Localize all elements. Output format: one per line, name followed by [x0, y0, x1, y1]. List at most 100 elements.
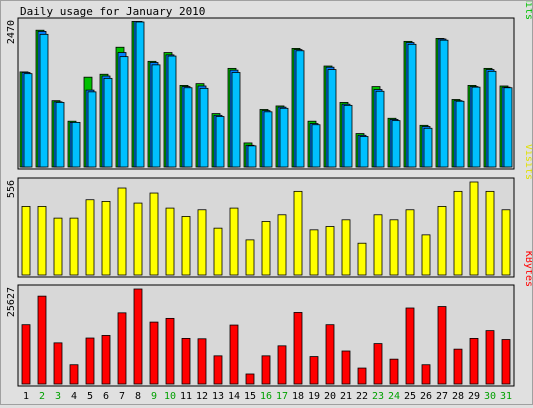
panel-2: 25627 KBytes: [6, 251, 533, 387]
bar-kbytes-18: [293, 312, 303, 385]
bar-pages-3: [55, 102, 65, 168]
bar-pages-13: [215, 116, 225, 168]
x-tick-label-2: 2: [39, 391, 45, 402]
bar-kbytes-12: [197, 338, 207, 385]
x-tick-label-10: 10: [164, 391, 176, 402]
chart-title: Daily usage for January 2010: [20, 5, 205, 18]
bar-pages-19: [311, 124, 321, 168]
x-tick-label-28: 28: [452, 391, 464, 402]
panel-2-max-label: 25627: [6, 287, 17, 317]
panel-2-label-part-0: KBytes: [523, 251, 532, 287]
x-tick-label-19: 19: [308, 391, 320, 402]
x-tick-label-8: 8: [135, 391, 141, 402]
x-tick-label-4: 4: [71, 391, 77, 402]
x-tick-label-27: 27: [436, 391, 448, 402]
bar-kbytes-30: [485, 330, 495, 385]
bar-pages-1: [23, 73, 33, 168]
bar-pages-29: [471, 86, 481, 168]
panel-1: 556 Visits: [6, 144, 533, 278]
bar-kbytes-28: [453, 348, 463, 385]
bar-pages-25: [407, 43, 417, 168]
bar-kbytes-11: [181, 338, 191, 385]
bar-visits-17: [277, 214, 287, 276]
bar-pages-11: [183, 87, 193, 168]
bar-visits-5: [85, 199, 95, 276]
bar-kbytes-10: [165, 317, 175, 385]
bar-kbytes-8: [133, 288, 143, 385]
bar-kbytes-22: [357, 367, 367, 385]
x-tick-label-9: 9: [151, 391, 157, 402]
bar-kbytes-26: [421, 364, 431, 385]
bar-kbytes-9: [149, 321, 159, 385]
bar-kbytes-21: [341, 350, 351, 385]
bar-pages-14: [231, 72, 241, 168]
bar-pages-28: [455, 100, 465, 168]
x-tick-label-17: 17: [276, 391, 288, 402]
bar-pages-22: [359, 136, 369, 168]
bar-visits-6: [101, 201, 111, 276]
bar-kbytes-16: [261, 355, 271, 385]
x-tick-label-22: 22: [356, 391, 368, 402]
bar-kbytes-14: [229, 324, 239, 385]
bar-visits-3: [53, 217, 63, 276]
bar-pages-6: [103, 77, 113, 168]
x-tick-label-11: 11: [180, 391, 192, 402]
bar-visits-2: [37, 206, 47, 276]
x-tick-label-26: 26: [420, 391, 432, 402]
bar-visits-11: [181, 216, 191, 276]
bar-kbytes-1: [21, 324, 31, 385]
bar-kbytes-17: [277, 345, 287, 385]
bar-pages-15: [247, 145, 257, 168]
bar-visits-1: [21, 206, 31, 276]
x-tick-label-3: 3: [55, 391, 61, 402]
x-tick-label-20: 20: [324, 391, 336, 402]
bar-pages-16: [263, 111, 273, 168]
bar-kbytes-31: [501, 339, 511, 385]
bar-kbytes-20: [325, 324, 335, 385]
bar-visits-20: [325, 226, 335, 276]
bar-visits-4: [69, 217, 79, 276]
bar-visits-22: [357, 242, 367, 276]
x-tick-label-5: 5: [87, 391, 93, 402]
bar-kbytes-19: [309, 356, 319, 385]
x-tick-label-6: 6: [103, 391, 109, 402]
x-tick-label-30: 30: [484, 391, 496, 402]
x-tick-label-24: 24: [388, 391, 400, 402]
bar-visits-29: [469, 181, 479, 276]
bar-visits-7: [117, 187, 127, 276]
bar-kbytes-24: [389, 358, 399, 385]
panel-1-max-label: 556: [6, 180, 17, 198]
bar-kbytes-5: [85, 337, 95, 385]
bar-kbytes-25: [405, 307, 415, 385]
x-tick-label-18: 18: [292, 391, 304, 402]
bar-visits-23: [373, 214, 383, 276]
bar-pages-5: [87, 91, 97, 168]
bar-pages-20: [327, 69, 337, 168]
x-tick-label-15: 15: [244, 391, 256, 402]
bar-kbytes-27: [437, 306, 447, 385]
panel-1-series-label: Visits: [523, 144, 532, 180]
bar-pages-8: [135, 21, 145, 168]
bar-visits-10: [165, 207, 175, 276]
bar-visits-16: [261, 221, 271, 276]
x-tick-label-31: 31: [500, 391, 512, 402]
bar-pages-4: [71, 121, 81, 168]
bar-kbytes-29: [469, 338, 479, 385]
panel-0-label-part-4: Hits: [523, 1, 532, 20]
bar-pages-27: [439, 39, 449, 168]
bar-pages-30: [487, 70, 497, 168]
bar-pages-12: [199, 87, 209, 168]
bar-visits-12: [197, 209, 207, 276]
bar-pages-18: [295, 50, 305, 168]
x-tick-label-25: 25: [404, 391, 416, 402]
bar-pages-7: [119, 56, 129, 168]
bar-pages-31: [503, 87, 513, 168]
bar-pages-24: [391, 120, 401, 168]
bar-kbytes-2: [37, 295, 47, 385]
bar-pages-9: [151, 64, 161, 168]
bar-kbytes-7: [117, 312, 127, 385]
bar-pages-10: [167, 55, 177, 168]
bar-visits-21: [341, 219, 351, 276]
panel-2-series-label: KBytes: [523, 251, 532, 287]
